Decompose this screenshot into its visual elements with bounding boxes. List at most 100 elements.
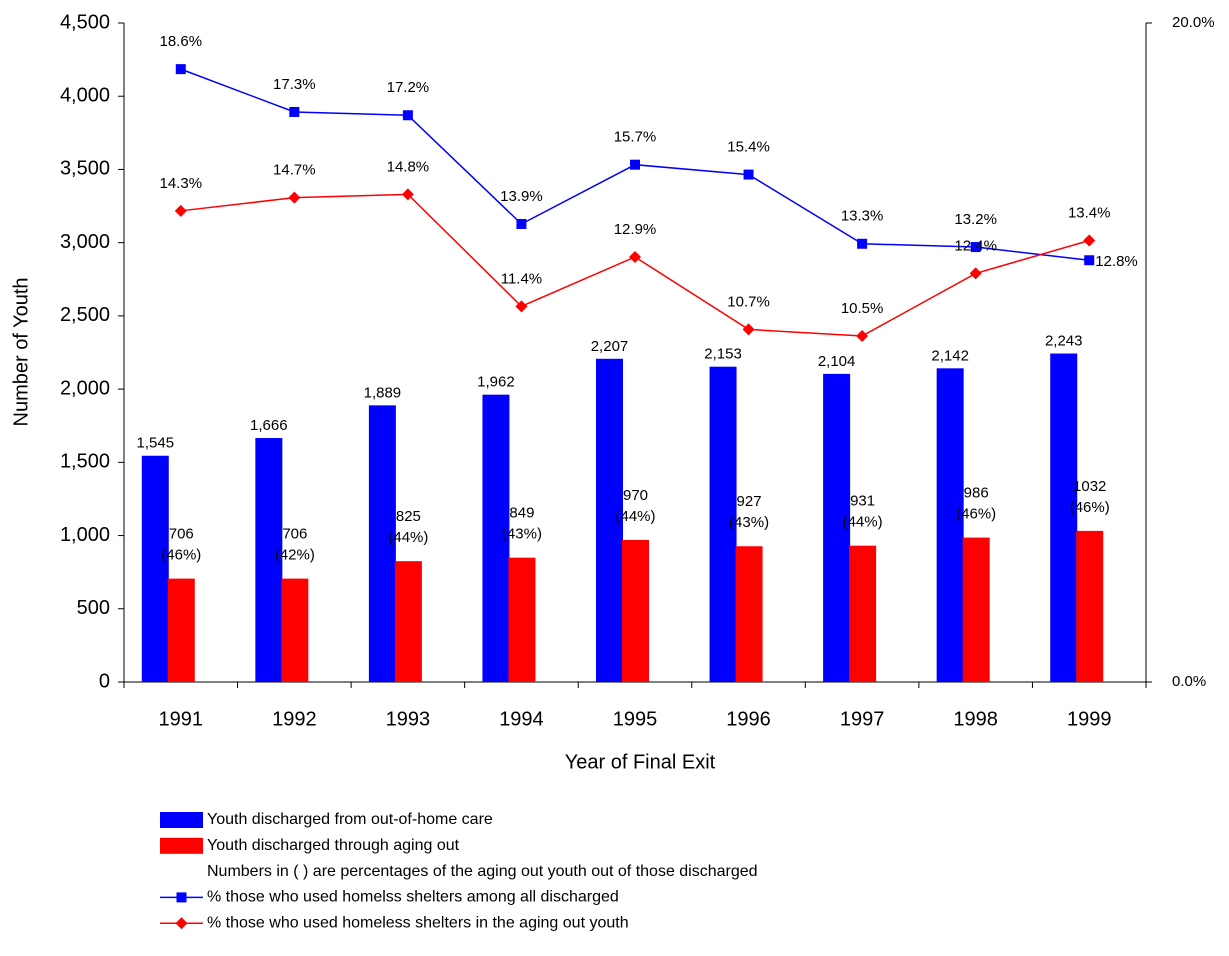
bar (823, 373, 851, 682)
bar (936, 368, 964, 682)
x-tick-label: 1999 (1067, 708, 1112, 730)
data-label: 12.4% (954, 237, 997, 254)
share-label: (42%) (275, 547, 315, 564)
line-marker (970, 242, 981, 253)
line-marker (857, 238, 868, 249)
data-label: 2,153 (704, 346, 742, 363)
data-label: 1,545 (137, 435, 175, 452)
bar (1076, 530, 1104, 682)
data-label: 17.3% (273, 76, 316, 93)
y-tick-label: 1,500 (60, 451, 110, 473)
data-label: 13.2% (954, 211, 997, 228)
data-label: 2,207 (591, 338, 629, 355)
bar (255, 438, 283, 682)
share-label: (44%) (843, 514, 883, 531)
y-axis-title: Number of Youth (10, 278, 32, 427)
bar (622, 539, 649, 682)
line-marker (1084, 255, 1095, 266)
data-label: 17.2% (387, 79, 430, 96)
y-tick-label: 4,000 (60, 85, 110, 107)
data-label: 13.4% (1068, 204, 1111, 221)
x-tick-label: 1992 (272, 708, 317, 730)
line-marker (630, 159, 640, 170)
data-label: 2,142 (931, 347, 969, 364)
data-label: 14.8% (387, 158, 430, 175)
bar (368, 405, 396, 682)
bar (141, 455, 169, 682)
y2-tick-label: 20.0% (1172, 14, 1215, 31)
share-label: (46%) (956, 506, 996, 523)
line-marker (402, 110, 413, 121)
share-label: (46%) (161, 547, 201, 564)
data-label: 927 (737, 493, 762, 510)
line-marker (856, 330, 869, 343)
data-label: 15.7% (614, 129, 657, 146)
line-marker (516, 218, 527, 229)
legend-marker (176, 892, 187, 903)
y-tick-label: 2,000 (60, 377, 110, 399)
x-tick-label: 1996 (726, 708, 771, 730)
bar (167, 578, 195, 682)
data-label: 13.9% (500, 188, 543, 205)
bar (281, 578, 309, 682)
line-marker (742, 323, 755, 336)
bar (394, 561, 422, 682)
data-label: 11.4% (501, 270, 542, 287)
y-tick-label: 0 (99, 670, 110, 692)
line-marker (288, 191, 301, 204)
legend-note: Numbers in ( ) are percentages of the ag… (207, 863, 758, 880)
data-label: 14.3% (160, 175, 203, 192)
line-marker (401, 188, 414, 201)
share-label: (46%) (1070, 499, 1110, 516)
data-label: 2,243 (1045, 332, 1083, 349)
data-label: 1,962 (477, 374, 515, 391)
line-marker (1083, 234, 1096, 247)
y-tick-label: 3,000 (60, 231, 110, 253)
line-marker (289, 106, 300, 117)
bar (482, 394, 510, 682)
x-tick-label: 1998 (953, 708, 998, 730)
x-tick-label: 1994 (499, 708, 544, 730)
y-tick-label: 500 (77, 597, 110, 619)
share-label: (44%) (388, 529, 428, 546)
y-tick-label: 1,000 (60, 524, 110, 546)
bar (1050, 353, 1078, 682)
x-tick-label: 1997 (840, 708, 885, 730)
line (180, 193, 1090, 337)
bar (709, 366, 737, 682)
share-label: (43%) (729, 514, 769, 531)
data-label: 849 (509, 505, 534, 522)
bar (962, 537, 990, 682)
y-tick-label: 4,500 (60, 11, 110, 33)
legend-swatch (160, 837, 203, 854)
line-marker (743, 169, 754, 180)
data-label: 825 (396, 508, 421, 525)
bar (735, 546, 763, 682)
x-tick-label: 1995 (613, 708, 658, 730)
data-label: 12.8% (1095, 253, 1138, 270)
data-label: 970 (623, 487, 648, 504)
y-tick-label: 3,500 (60, 158, 110, 180)
data-label: 2,104 (818, 353, 856, 370)
data-label: 10.7% (727, 293, 770, 310)
data-label: 986 (964, 485, 989, 502)
data-label: 706 (169, 526, 194, 543)
y2-tick-label: 0.0% (1172, 673, 1206, 690)
data-label: 706 (282, 526, 307, 543)
x-axis-title: Year of Final Exit (565, 751, 716, 773)
x-tick-label: 1991 (159, 708, 204, 730)
legend-label: % those who used homelss shelters among … (207, 889, 619, 906)
legend-label: Youth discharged from out-of-home care (207, 811, 493, 828)
line-marker (969, 267, 982, 280)
line-marker (175, 64, 186, 75)
data-label: 1032 (1073, 478, 1106, 495)
data-label: 10.5% (841, 300, 884, 317)
data-label: 1,666 (250, 417, 288, 434)
line-marker (515, 300, 528, 313)
share-label: (44%) (615, 508, 655, 525)
share-label: (43%) (502, 526, 542, 543)
data-label: 12.9% (614, 221, 657, 238)
y-tick-label: 2,500 (60, 304, 110, 326)
